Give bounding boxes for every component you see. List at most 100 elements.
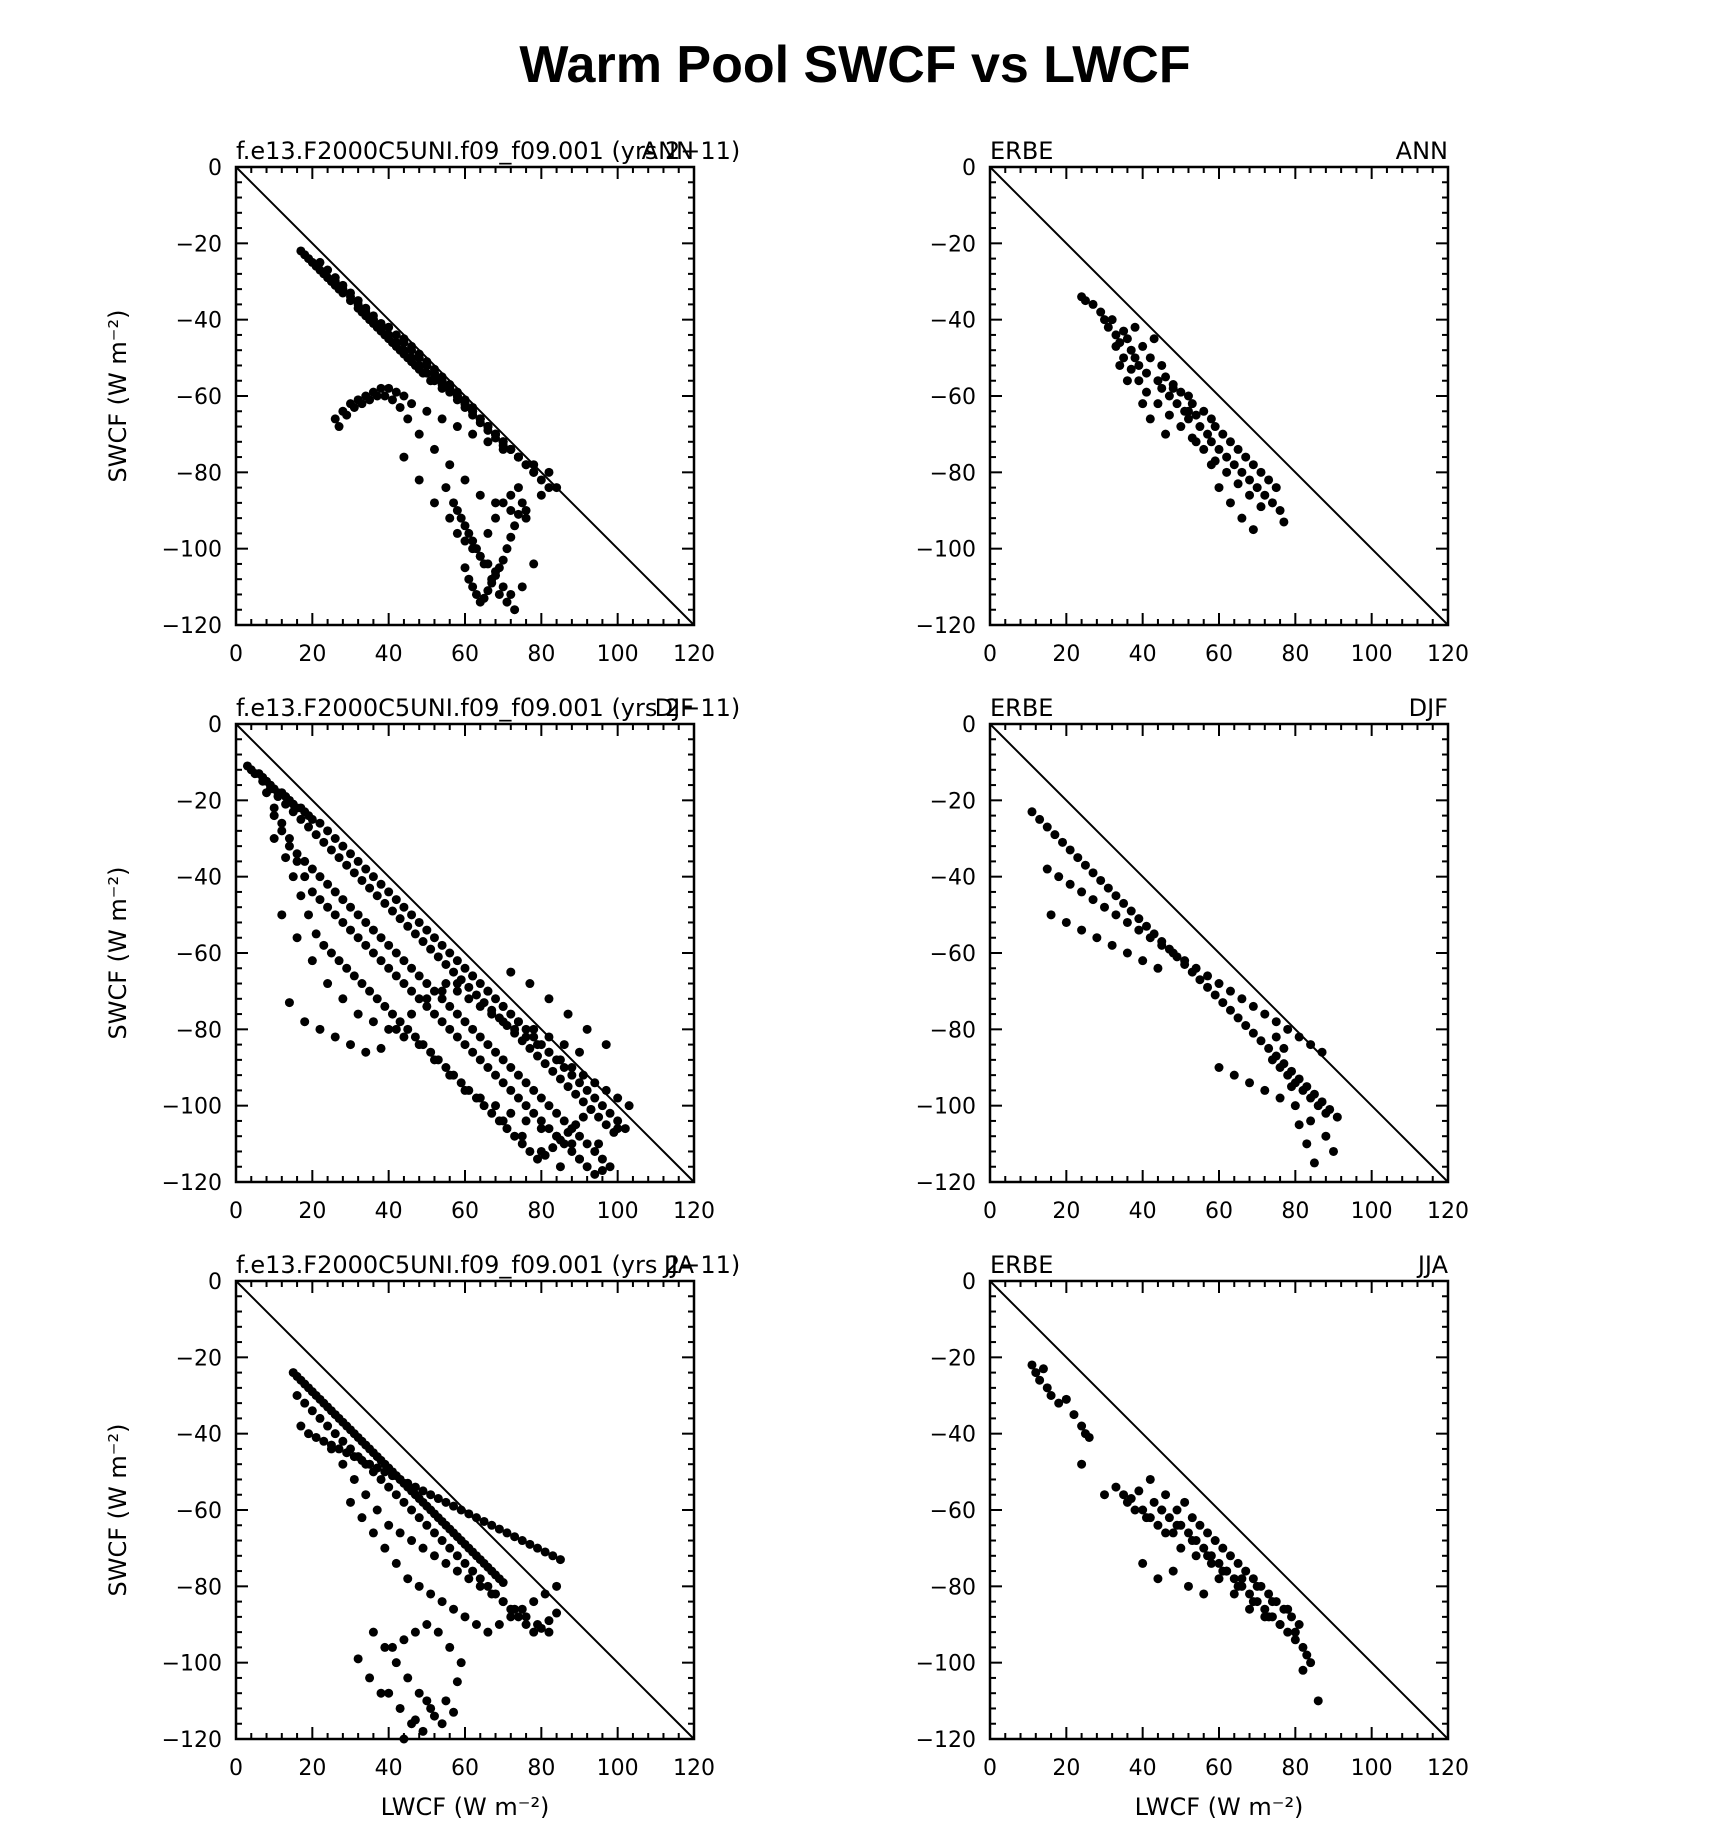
scatter-point bbox=[441, 1696, 451, 1706]
scatter-point bbox=[1248, 1028, 1258, 1038]
scatter-point bbox=[1260, 1009, 1270, 1019]
scatter-point bbox=[441, 1497, 451, 1507]
scatter-point bbox=[437, 994, 447, 1004]
scatter-point bbox=[338, 917, 348, 927]
scatter-point bbox=[1183, 1581, 1193, 1591]
panel-subtitle-right: DJF bbox=[1409, 694, 1448, 722]
scatter-point bbox=[559, 1116, 569, 1126]
scatter-point bbox=[1214, 444, 1224, 454]
scatter-point bbox=[1225, 1551, 1235, 1561]
scatter-point bbox=[510, 1604, 520, 1614]
x-tick-label: 40 bbox=[1129, 1199, 1157, 1224]
scatter-point bbox=[1126, 1494, 1136, 1504]
scatter-point bbox=[368, 1627, 378, 1637]
scatter-point bbox=[372, 994, 382, 1004]
scatter-point bbox=[384, 1520, 394, 1530]
scatter-point bbox=[361, 940, 371, 950]
scatter-point bbox=[483, 1063, 493, 1072]
scatter-point bbox=[487, 1108, 497, 1118]
scatter-point bbox=[357, 979, 367, 989]
scatter-point bbox=[346, 1040, 355, 1050]
scatter-point bbox=[1153, 399, 1163, 409]
scatter-point bbox=[342, 860, 352, 870]
scatter-point bbox=[1161, 429, 1171, 439]
scatter-point bbox=[1065, 879, 1075, 889]
scatter-point bbox=[510, 1131, 520, 1141]
x-tick-label: 80 bbox=[1281, 1199, 1309, 1224]
scatter-point bbox=[410, 1627, 420, 1637]
scatter-point bbox=[460, 475, 470, 485]
figure-title: Warm Pool SWCF vs LWCF bbox=[519, 36, 1190, 94]
y-tick-label: −20 bbox=[930, 232, 976, 257]
scatter-point bbox=[307, 887, 317, 897]
scatter-point bbox=[1245, 475, 1255, 485]
scatter-point bbox=[491, 429, 501, 439]
y-tick-label: −100 bbox=[162, 538, 222, 563]
x-tick-label: 0 bbox=[229, 642, 243, 667]
scatter-point bbox=[399, 902, 409, 912]
scatter-point bbox=[414, 1513, 424, 1523]
scatter-point bbox=[353, 856, 363, 866]
scatter-point bbox=[1225, 1005, 1235, 1015]
scatter-point bbox=[269, 834, 279, 843]
scatter-point bbox=[326, 1444, 336, 1454]
scatter-point bbox=[544, 1101, 554, 1111]
scatter-point bbox=[1107, 315, 1117, 325]
scatter-point bbox=[452, 1009, 462, 1019]
y-tick-label: −20 bbox=[176, 1346, 222, 1371]
scatter-point bbox=[563, 1082, 573, 1092]
scatter-point bbox=[506, 967, 516, 977]
scatter-point bbox=[414, 360, 424, 370]
scatter-point bbox=[426, 944, 436, 954]
scatter-point bbox=[269, 803, 279, 813]
scatter-point bbox=[365, 1673, 375, 1683]
scatter-point bbox=[338, 1436, 348, 1446]
scatter-point bbox=[1203, 1551, 1213, 1561]
scatter-point bbox=[1096, 875, 1106, 885]
scatter-point bbox=[1271, 1032, 1281, 1042]
y-tick-label: −80 bbox=[930, 1018, 976, 1043]
scatter-point bbox=[346, 849, 355, 859]
scatter-point bbox=[1103, 883, 1113, 893]
scatter-point bbox=[368, 872, 378, 882]
scatter-point bbox=[414, 1688, 424, 1698]
scatter-point bbox=[552, 1608, 562, 1618]
x-tick-label: 100 bbox=[597, 1199, 639, 1224]
scatter-point bbox=[498, 1001, 508, 1011]
x-tick-label: 120 bbox=[1427, 1199, 1469, 1224]
scatter-point bbox=[361, 864, 371, 874]
x-tick-label: 0 bbox=[983, 642, 997, 667]
scatter-point bbox=[403, 1673, 413, 1683]
scatter-point bbox=[437, 1536, 447, 1546]
scatter-point bbox=[346, 1497, 355, 1507]
scatter-point bbox=[1069, 1410, 1079, 1420]
scatter-point bbox=[1119, 326, 1129, 336]
scatter-point bbox=[1275, 1063, 1285, 1072]
scatter-point bbox=[1119, 353, 1129, 363]
scatter-point bbox=[536, 475, 546, 485]
reference-line bbox=[989, 1280, 1449, 1740]
scatter-point bbox=[529, 1627, 539, 1637]
y-tick-label: −100 bbox=[916, 1652, 976, 1677]
scatter-point bbox=[1214, 1574, 1224, 1584]
scatter-point bbox=[1298, 1665, 1308, 1675]
scatter-point bbox=[1077, 925, 1087, 935]
scatter-point bbox=[1061, 917, 1071, 927]
scatter-point bbox=[536, 1093, 546, 1103]
scatter-panel: 0 20 40 60 80 100 120 0 −20 −40 −60 −80 −100 −120 f.e1… bbox=[104, 1251, 740, 1821]
scatter-point bbox=[468, 1024, 478, 1034]
scatter-point bbox=[368, 1017, 378, 1027]
scatter-point bbox=[342, 963, 352, 973]
y-tick-label: −20 bbox=[930, 789, 976, 814]
scatter-point bbox=[586, 1104, 596, 1114]
scatter-point bbox=[437, 986, 447, 996]
scatter-point bbox=[1271, 483, 1281, 493]
scatter-point bbox=[475, 1055, 485, 1065]
scatter-points bbox=[1027, 1360, 1323, 1706]
scatter-point bbox=[422, 1520, 432, 1530]
x-tick-label: 60 bbox=[451, 1756, 479, 1781]
x-tick-label: 20 bbox=[1052, 642, 1080, 667]
scatter-point bbox=[456, 1505, 466, 1515]
scatter-point bbox=[380, 391, 390, 401]
scatter-point bbox=[468, 406, 478, 416]
